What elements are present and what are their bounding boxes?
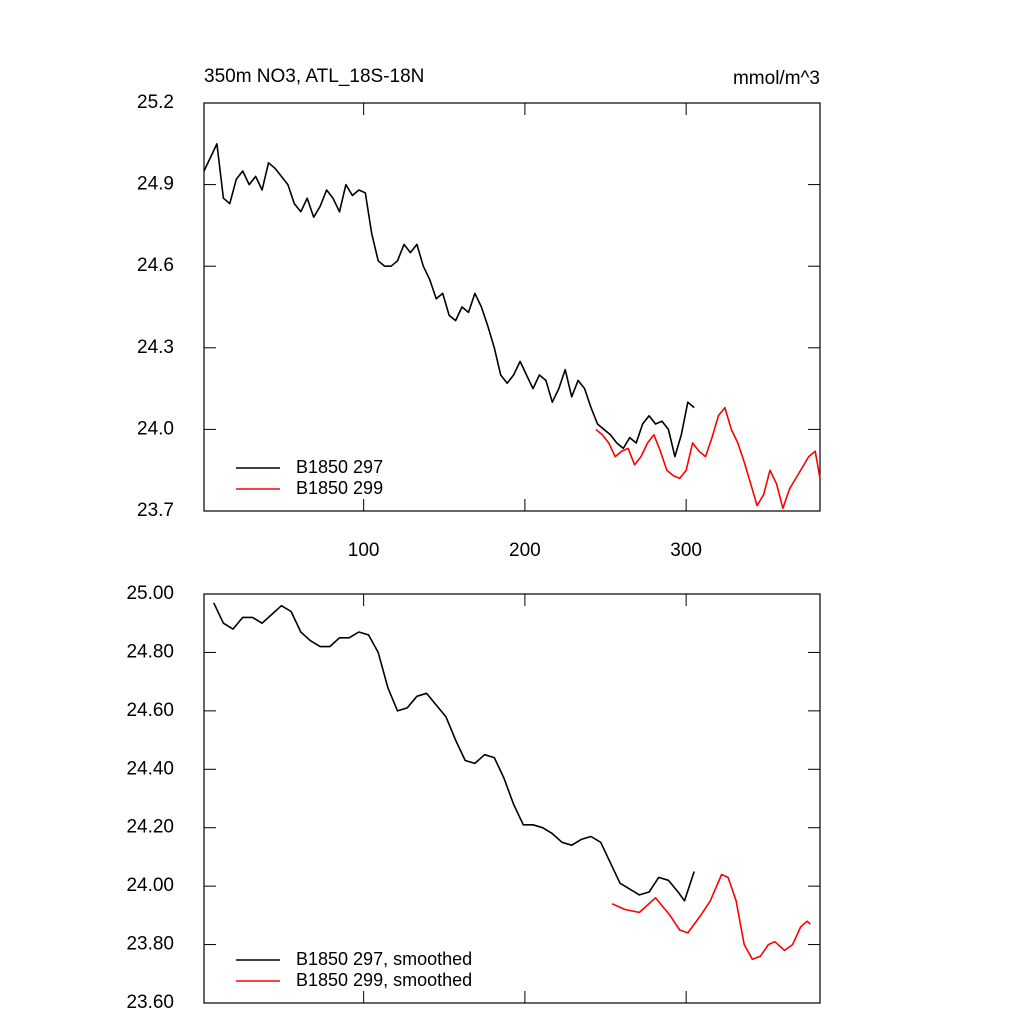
y-tick-label: 24.6 [137, 255, 174, 276]
y-tick-label: 25.2 [137, 92, 174, 113]
y-tick-label: 24.60 [126, 700, 174, 721]
plot-frame [203, 593, 821, 1004]
y-tick-label: 24.3 [137, 337, 174, 358]
y-tick-label: 24.80 [126, 641, 174, 662]
x-tick-label: 200 [509, 540, 541, 561]
legend-label: B1850 299, smoothed [296, 970, 472, 990]
y-tick-label: 24.20 [126, 817, 174, 838]
legend-label: B1850 299 [296, 478, 383, 498]
y-tick-label: 24.9 [137, 174, 174, 195]
y-tick-label: 23.60 [126, 992, 174, 1013]
y-tick-label: 25.00 [126, 583, 174, 604]
y-tick-label: 23.7 [137, 500, 174, 521]
data-line [595, 406, 821, 510]
legend-label: B1850 297 [296, 457, 383, 477]
plot-frame [203, 102, 821, 512]
data-line [611, 873, 811, 960]
units-label: mmol/m^3 [733, 68, 820, 89]
data-line [203, 143, 695, 458]
x-tick-label: 300 [670, 540, 702, 561]
y-tick-label: 24.00 [126, 875, 174, 896]
legend-label: B1850 297, smoothed [296, 949, 472, 969]
y-tick-label: 23.80 [126, 934, 174, 955]
chart-title: 350m NO3, ATL_18S-18N [204, 66, 424, 87]
y-tick-label: 24.40 [126, 758, 174, 779]
x-tick-label: 100 [348, 540, 380, 561]
y-tick-label: 24.0 [137, 418, 174, 439]
data-line [212, 602, 695, 902]
